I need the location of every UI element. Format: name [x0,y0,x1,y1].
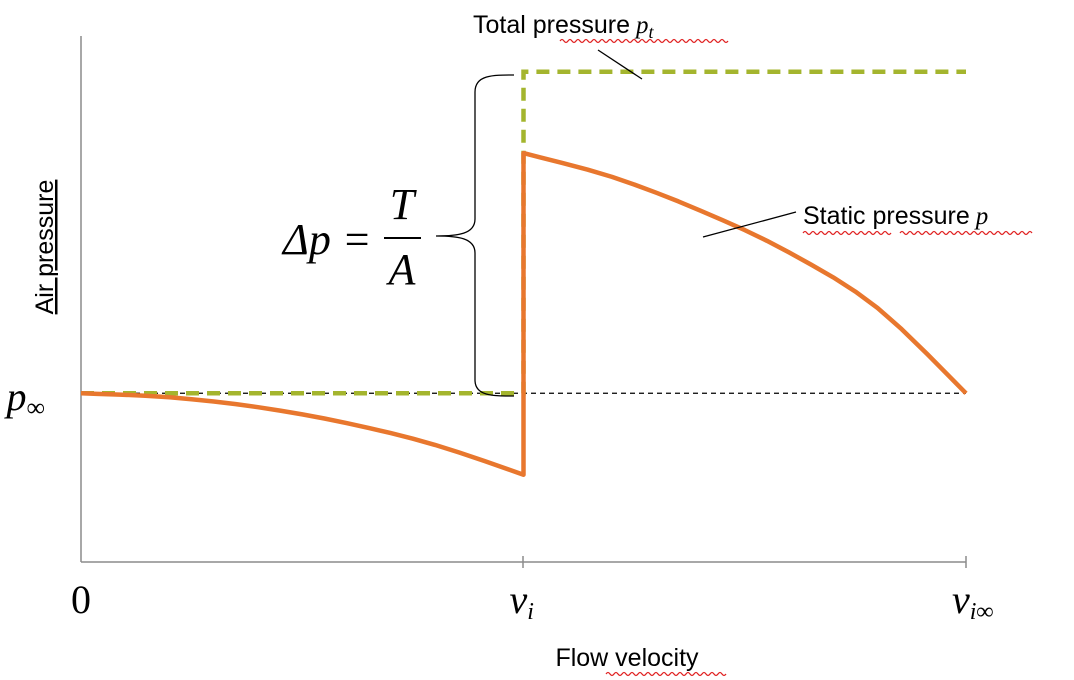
total-pressure-label: Total pressure pt [473,11,655,42]
formula-lhs: Δp = [281,215,372,264]
total-pressure-leader [597,49,643,80]
x-tick-sub-2: i∞ [970,599,994,625]
x-axis-label: Flow velocity [555,644,699,672]
flow-velocity-squiggle [605,671,727,677]
total-pressure-line [81,69,966,396]
x-tick-label-2: vi∞ [952,577,994,625]
static-pressure-label: Static pressure p [803,202,988,230]
y-tick-label-p-inf: p∞ [3,374,45,422]
x-tick-sub-1: i [527,599,534,625]
x-tick-label-0: 0 [71,577,91,622]
x-tick-main-0: 0 [71,577,91,622]
y-tick-sub: ∞ [26,393,45,422]
formula-denominator: A [386,245,417,294]
x-tick-main-2: v [952,577,970,622]
static-pressure-leader [702,211,797,238]
delta-p-brace [435,74,515,397]
static-pressure-text: Static pressure [803,202,970,230]
static-pressure-squiggle [802,230,1033,236]
y-tick-main: p [3,374,26,419]
static-pressure-symbol: p [974,203,989,230]
total-pressure-subscript: t [649,22,655,42]
total-pressure-symbol: p [634,12,649,39]
y-axis-label: Air pressure [31,180,59,315]
formula-numerator: T [390,180,418,229]
total-pressure-squiggle [559,38,729,44]
x-tick-main-1: v [510,577,528,622]
static-pressure-line [80,150,968,477]
x-tick-label-1: vi [510,577,534,625]
total-pressure-text: Total pressure [473,11,630,39]
